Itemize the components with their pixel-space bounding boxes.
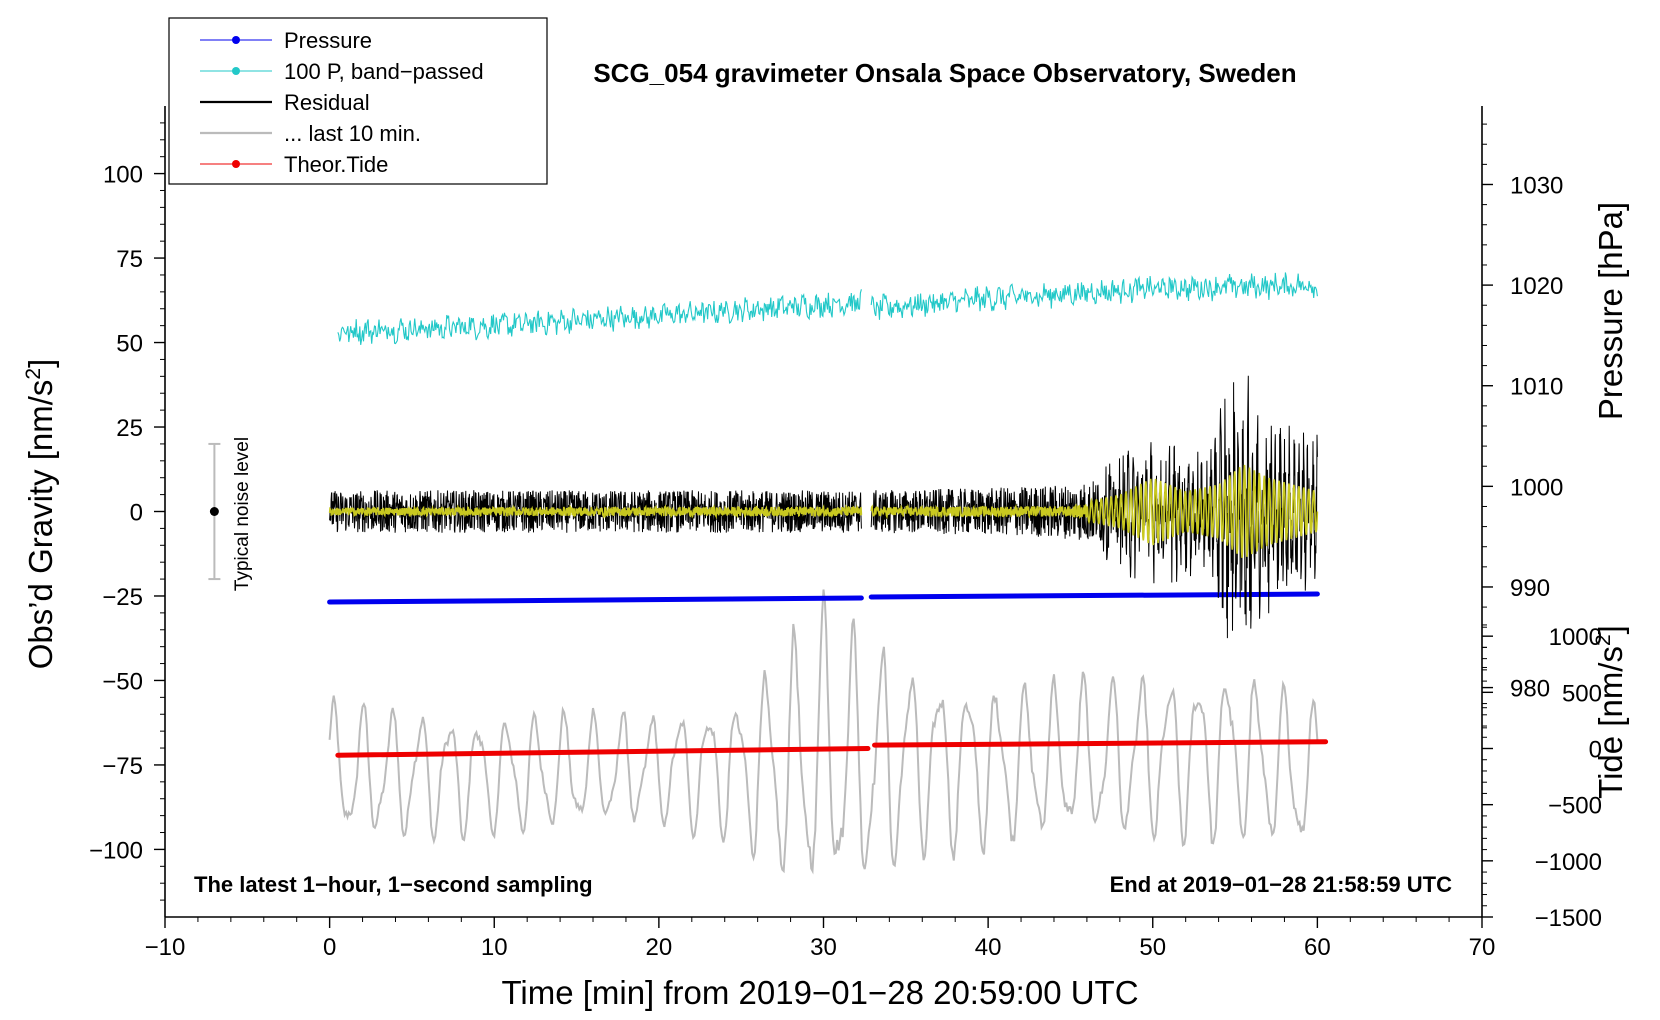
y-axis-tide-label: Tide [nm/s2]	[1592, 625, 1629, 799]
noise-bar-center-dot	[209, 507, 219, 516]
y-tide-tick-label: 1000	[1549, 624, 1602, 651]
series-theor-tide-line-1	[872, 739, 1329, 748]
series-pressure-line-1	[868, 591, 1320, 600]
y-axis-pressure-label: Pressure [hPa]	[1592, 202, 1629, 420]
legend-label-1: 100 P, band−passed	[284, 59, 484, 84]
ticks-layer: −10 0 10 20 30 40 50 60 701007550250−25−50−75−10…	[89, 122, 1602, 961]
y-tide-tick-label: −1000	[1535, 849, 1602, 876]
legend: Pressure 100 P, band−passed Residual ... la…	[168, 17, 548, 185]
noise-level-label: Typical noise level	[232, 437, 253, 591]
y-axis-left-label-main: Obs’d Gravity [nm/s	[22, 380, 59, 670]
y-axis-tide-label-end: ]	[1592, 625, 1629, 634]
y-axis-left-label: Obs’d Gravity [nm/s2]	[22, 359, 59, 670]
y-axis-left-label-sup: 2	[22, 368, 45, 380]
series-layer	[208, 272, 1329, 875]
series-pressure-line-0	[327, 595, 864, 605]
y-left-tick-label: 0	[130, 500, 143, 527]
y-tide-tick-label: −500	[1548, 793, 1602, 820]
series-theor-tide-line-0	[335, 746, 871, 758]
annotation-right: End at 2019−01−28 21:58:59 UTC	[1110, 872, 1453, 897]
legend-label-4: Theor.Tide	[284, 152, 388, 177]
text-layer: SCG_054 gravimeter Onsala Space Observat…	[22, 58, 1629, 1011]
y-pressure-tick-label: 1000	[1510, 474, 1563, 501]
x-tick-label: 60	[1304, 934, 1331, 961]
y-left-tick-label: −75	[102, 753, 143, 780]
annotation-left: The latest 1−hour, 1−second sampling	[194, 872, 593, 897]
legend-marker-4	[232, 160, 240, 168]
x-tick-label: −10	[145, 934, 186, 961]
x-tick-label: 70	[1469, 934, 1496, 961]
y-left-tick-label: 100	[103, 162, 143, 189]
y-tide-tick-label: 500	[1562, 680, 1602, 707]
x-tick-label: 50	[1139, 934, 1166, 961]
legend-label-3: ... last 10 min.	[284, 121, 421, 146]
y-axis-left-label-end: ]	[22, 359, 59, 368]
y-pressure-tick-label: 1030	[1510, 172, 1563, 199]
legend-marker-1	[232, 67, 240, 75]
y-axis-tide-label-main: Tide [nm/s	[1592, 646, 1629, 799]
y-pressure-tick-label: 990	[1510, 575, 1550, 602]
series-band-passed-pressure-line-1	[870, 272, 1318, 320]
y-left-tick-label: 75	[116, 246, 143, 273]
x-tick-label: 40	[975, 934, 1002, 961]
series-residual-smoothed-line-0	[328, 503, 863, 520]
legend-label-0: Pressure	[284, 28, 372, 53]
y-pressure-tick-label: 980	[1510, 676, 1550, 703]
x-axis-label: Time [min] from 2019−01−28 20:59:00 UTC	[501, 974, 1138, 1011]
y-pressure-tick-label: 1020	[1510, 273, 1563, 300]
series-band-passed-pressure-line-0	[337, 289, 862, 345]
legend-marker-0	[232, 36, 240, 44]
chart-title: SCG_054 gravimeter Onsala Space Observat…	[593, 58, 1296, 88]
y-left-tick-label: 50	[116, 331, 143, 358]
x-tick-label: 30	[810, 934, 837, 961]
y-left-tick-label: −25	[102, 584, 143, 611]
series-residual-smoothed-line-1	[870, 464, 1319, 558]
y-left-tick-label: −100	[89, 837, 143, 864]
series-residual-line-1	[870, 375, 1318, 639]
x-tick-label: 20	[646, 934, 673, 961]
y-pressure-tick-label: 1010	[1510, 374, 1563, 401]
y-axis-tide-label-sup: 2	[1592, 634, 1615, 646]
y-left-tick-label: −50	[102, 668, 143, 695]
y-tide-tick-label: −1500	[1535, 905, 1602, 932]
x-tick-label: 0	[323, 934, 336, 961]
y-left-tick-label: 25	[116, 415, 143, 442]
y-tide-tick-label: 0	[1589, 737, 1602, 764]
series-last-10-min-line	[328, 589, 1319, 875]
x-tick-label: 10	[481, 934, 508, 961]
legend-label-2: Residual	[284, 90, 370, 115]
